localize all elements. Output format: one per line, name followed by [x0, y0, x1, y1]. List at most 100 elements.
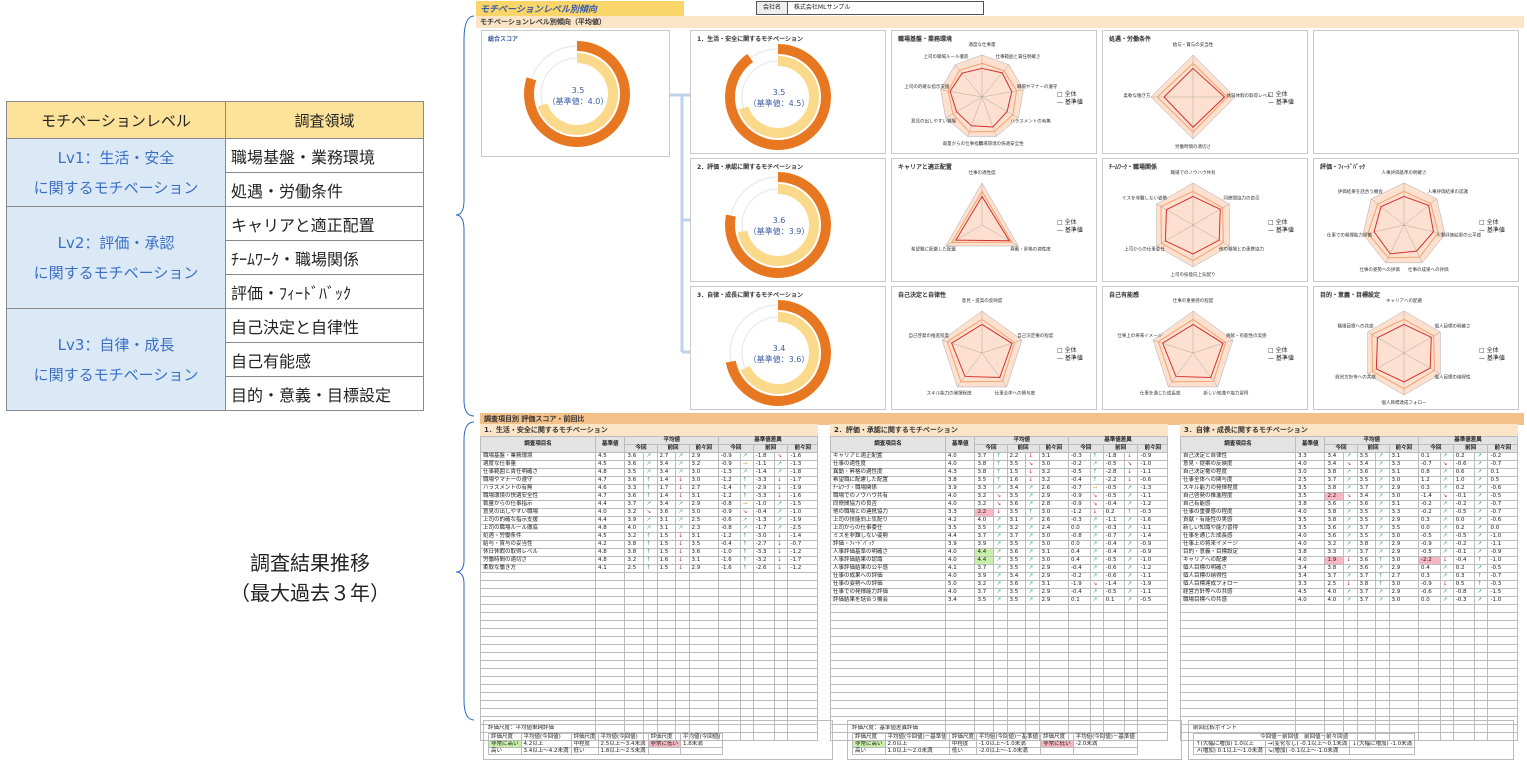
table-cell: [944, 700, 976, 709]
table-cell: -2.2: [1102, 476, 1126, 485]
table-cell: [1356, 620, 1377, 629]
f2-c: [1072, 747, 1138, 755]
table-cell: [1137, 708, 1168, 717]
table-cell: ハラスメントの有無: [480, 484, 596, 493]
table-cell: [993, 676, 1008, 685]
table-cell: 職場やマナーの遵守: [480, 476, 596, 485]
table-cell: [480, 604, 596, 613]
table-cell: [1294, 692, 1326, 701]
table-row: [830, 684, 1168, 693]
table-row: [1180, 716, 1518, 725]
table-cell: [1124, 692, 1139, 701]
table-cell: 3.4: [656, 468, 677, 477]
table-cell: -0.5: [1137, 596, 1168, 605]
table-cell: [675, 708, 690, 717]
table-cell: [1006, 668, 1027, 677]
table-cell: [594, 620, 626, 629]
radar-axis: [1367, 331, 1405, 354]
table-cell: -0.3: [1068, 452, 1091, 461]
table-cell: ↗: [643, 500, 658, 509]
table-cell: -0.5: [1102, 588, 1126, 597]
table-cell: [656, 700, 677, 709]
table-cell: 0.5: [1452, 580, 1476, 589]
table-cell: ↗: [1025, 572, 1040, 581]
table-cell: [1439, 692, 1454, 701]
table-cell: 4.0: [1294, 540, 1326, 549]
radar-title: 職場基盤・業務環境: [898, 36, 953, 43]
table-cell: [787, 596, 818, 605]
radar-total-series: [1164, 195, 1221, 255]
table-cell: [787, 604, 818, 613]
table-cell: 2.9: [1038, 564, 1070, 573]
table-cell: 自己決定と自律性: [1180, 452, 1296, 461]
table-cell: -0.1: [1452, 548, 1476, 557]
table-cell: [1375, 716, 1390, 725]
table-cell: 3.8: [974, 460, 995, 469]
table-cell: ↗: [1124, 516, 1139, 525]
th-period: 前々回: [1487, 444, 1518, 453]
table-cell: [675, 572, 690, 581]
table-cell: [675, 580, 690, 589]
f1-c: 3.4以上～4.2未満: [520, 747, 572, 755]
table-cell: ↓: [675, 556, 690, 565]
table-cell: [1180, 668, 1296, 677]
table-cell: [1006, 644, 1027, 653]
f1-c: 2.5以上～3.4未満: [597, 740, 649, 748]
table-cell: [787, 692, 818, 701]
table-row: 自己有能感 3.8 3.6 ↗ 3.6 ↗ 3.1 -0.2 ↗ -0.2 ↗ -0.7: [1180, 500, 1518, 509]
table-row: [480, 732, 818, 741]
radar-legend-base: — 基準値: [1268, 99, 1294, 106]
table-cell: -0.6: [1102, 564, 1126, 573]
table-cell: [1439, 636, 1454, 645]
f2-c: 中程度: [948, 740, 977, 748]
table-cell: 3.4: [1294, 572, 1326, 581]
radar-legend-base: — 基準値: [1057, 227, 1083, 234]
table-cell: 4.6: [594, 484, 626, 493]
table-row: 自己決定と自律性 3.3 3.4 ↗ 3.5 ↗ 3.1 0.1 ↗ 0.2 ↗ -0.2: [1180, 452, 1518, 461]
table-cell: [594, 604, 626, 613]
table-cell: [688, 668, 720, 677]
th-period: 前回: [1006, 444, 1040, 453]
table-cell: [1137, 732, 1168, 741]
radar-axis-label: 新しい知識や能力習得: [1203, 389, 1248, 396]
table-cell: 3.0: [1038, 460, 1070, 469]
level-base: （基準値：3.6）: [748, 355, 810, 364]
radar-chart: 意見・提案の反映度自己決定権の程度仕事全体への関与度スキル能力の発揮程度自己啓発…: [908, 297, 1053, 396]
table-cell: [739, 708, 754, 717]
table-cell: 上司の的確な指示支援: [480, 516, 596, 525]
table-cell: [480, 716, 596, 725]
table-row: 自己啓発の推進程度 3.5 2.2 ↘ 3.4 ↗ 3.0 -1.4 ↘ -0.1 ↗ -0.5: [1180, 492, 1518, 501]
table-cell: [1487, 708, 1518, 717]
table-cell: ↗: [774, 500, 789, 509]
table-cell: [739, 700, 754, 709]
table-cell: [1294, 604, 1326, 613]
level-value: 3.6: [772, 216, 786, 225]
table-cell: [830, 732, 946, 741]
table-cell: 3.8: [944, 476, 976, 485]
table-cell: 3.4: [1356, 492, 1377, 501]
radar-title: 処遇・労働条件: [1109, 36, 1152, 43]
table-cell: ↗: [993, 564, 1008, 573]
table-row: 仕事の適性度 4.0 3.8 ↑ 3.5 ↘ 3.0 -0.2 ↗ -0.5 ↘ -1.0: [830, 460, 1168, 469]
company-label: 会社名: [757, 2, 788, 14]
table-cell: [1388, 708, 1420, 717]
table-cell: ↗: [1124, 556, 1139, 565]
table-cell: [624, 700, 645, 709]
table-cell: ↓: [774, 532, 789, 541]
table-cell: [739, 572, 754, 581]
table-cell: [624, 612, 645, 621]
level-donut: [725, 172, 831, 278]
radar-axis-label: 仕事全体への関与度: [995, 389, 1036, 396]
th-period: 前々回: [1137, 444, 1168, 453]
table-cell: [1375, 636, 1390, 645]
table-cell: [1343, 644, 1358, 653]
table-cell: [1294, 676, 1326, 685]
table-cell: [993, 652, 1008, 661]
table-cell: キャリアと適正配置: [830, 452, 946, 461]
table-cell: [1439, 612, 1454, 621]
table-cell: [1089, 716, 1104, 725]
table-cell: [643, 588, 658, 597]
th-item: 調査項目名: [480, 436, 596, 453]
table-cell: [739, 684, 754, 693]
table-cell: ↗: [774, 516, 789, 525]
